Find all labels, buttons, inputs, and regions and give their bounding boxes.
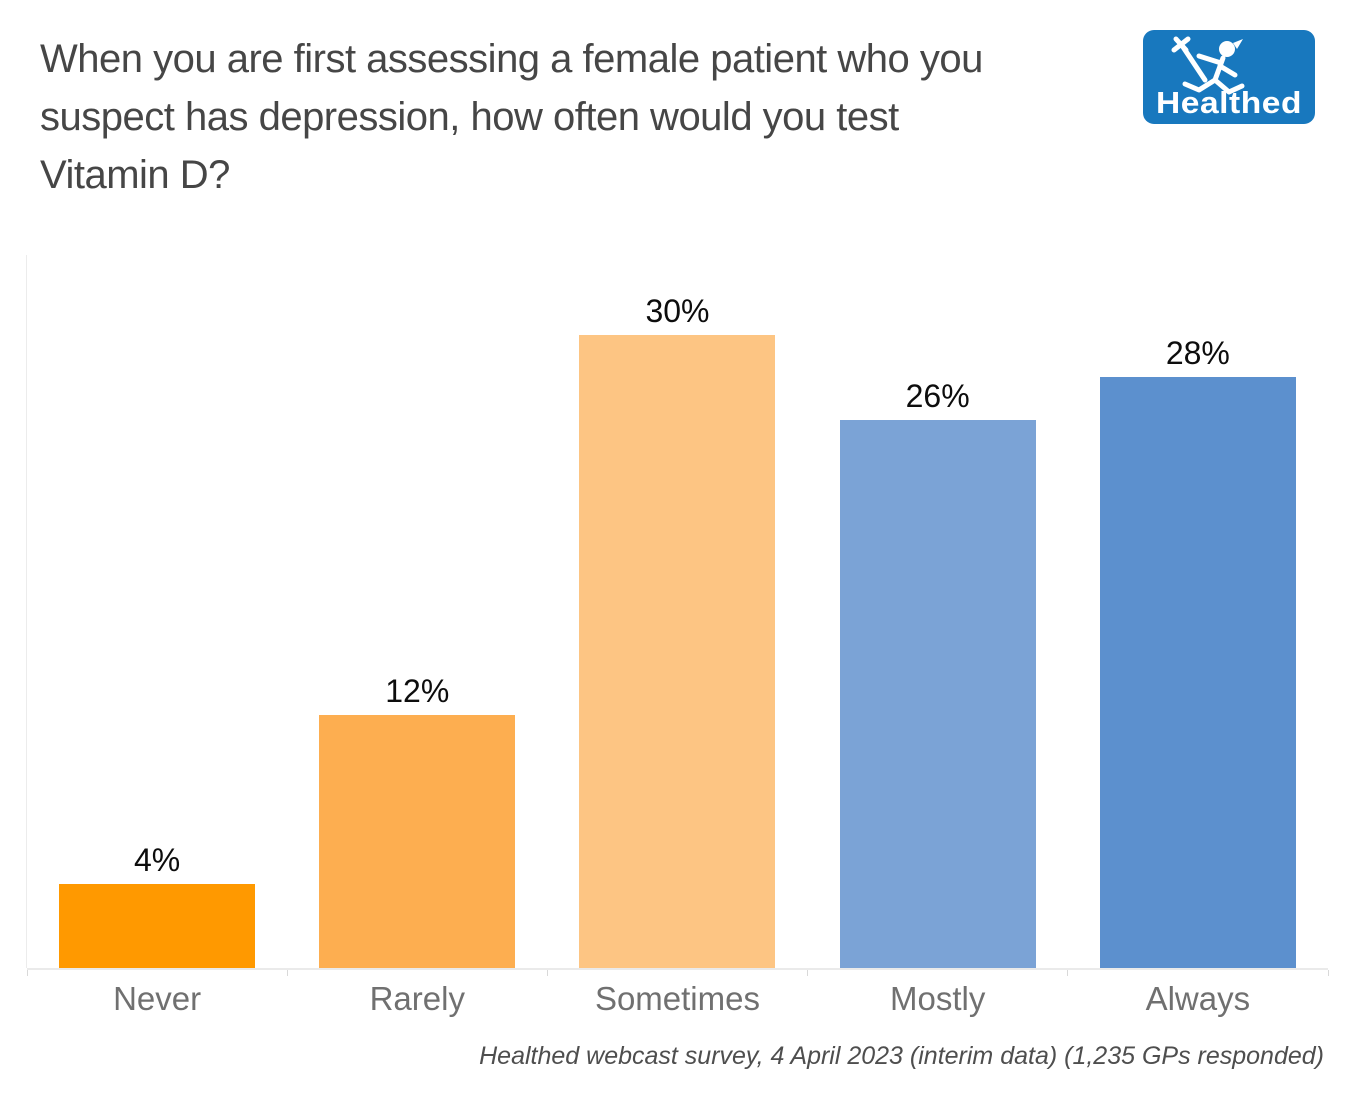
plot-area: 4% 12% 30% 26% 28% Never Rarely Sometimes Mostl… xyxy=(26,255,1329,1017)
x-axis-labels: Never Rarely Sometimes Mostly Always xyxy=(27,980,1328,1018)
hermes-helmet-wing xyxy=(1233,39,1243,49)
bar-value-label: 30% xyxy=(645,293,710,329)
axis-tick xyxy=(26,970,28,976)
bar-never xyxy=(59,884,256,968)
chart-caption: Healthed webcast survey, 4 April 2023 (i… xyxy=(479,1042,1324,1070)
chart-title: When you are first assessing a female pa… xyxy=(40,30,1110,204)
bar-cell-rarely: 12% xyxy=(287,255,547,968)
chart-title-line-3: Vitamin D? xyxy=(40,153,230,197)
chart-title-line-1: When you are first assessing a female pa… xyxy=(40,37,983,81)
bar-value-label: 28% xyxy=(1165,335,1230,371)
x-axis-label-sometimes: Sometimes xyxy=(594,980,760,1017)
hermes-runner-icon xyxy=(1171,36,1245,95)
bar-cell-sometimes: 30% xyxy=(547,255,807,968)
x-axis-label-never: Never xyxy=(113,980,202,1017)
axis-tick xyxy=(1327,970,1329,976)
logo-wordmark: Healthed xyxy=(1156,85,1302,120)
bars-row: 4% 12% 30% 26% 28% xyxy=(27,255,1328,968)
bar-always xyxy=(1099,377,1296,968)
bar-mostly xyxy=(839,420,1036,968)
axis-tick xyxy=(286,970,288,976)
x-axis-label-rarely: Rarely xyxy=(369,980,465,1017)
bar-value-label: 4% xyxy=(133,842,181,878)
x-axis-label-mostly: Mostly xyxy=(889,980,986,1017)
axis-tick xyxy=(546,970,548,976)
healthed-logo: Healthed xyxy=(1143,30,1315,124)
x-axis-line xyxy=(27,968,1328,970)
bar-sometimes xyxy=(579,335,776,968)
bar-cell-always: 28% xyxy=(1068,255,1328,968)
bar-cell-mostly: 26% xyxy=(808,255,1068,968)
bar-cell-never: 4% xyxy=(27,255,287,968)
x-axis-label-always: Always xyxy=(1145,980,1251,1017)
hermes-head xyxy=(1219,41,1235,57)
axis-tick xyxy=(1067,970,1069,976)
bar-value-label: 12% xyxy=(385,673,450,709)
bar-rarely xyxy=(319,715,516,968)
chart-title-line-2: suspect has depression, how often would … xyxy=(40,95,899,139)
bar-value-label: 26% xyxy=(905,378,970,414)
axis-tick xyxy=(807,970,809,976)
